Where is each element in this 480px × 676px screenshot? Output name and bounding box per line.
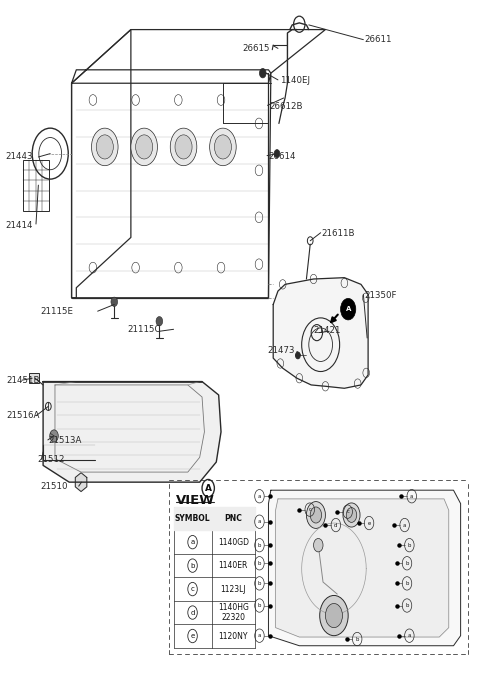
Text: a: a — [403, 523, 406, 527]
Polygon shape — [268, 490, 461, 646]
Circle shape — [210, 128, 236, 166]
Text: a: a — [410, 493, 413, 499]
Text: VIEW: VIEW — [176, 493, 215, 506]
Text: a: a — [258, 633, 261, 638]
Circle shape — [96, 135, 113, 159]
Circle shape — [306, 502, 325, 529]
Text: 26611: 26611 — [364, 35, 392, 44]
Polygon shape — [43, 381, 221, 482]
Circle shape — [296, 352, 300, 359]
Circle shape — [111, 297, 118, 306]
Text: e: e — [191, 633, 195, 639]
Circle shape — [341, 298, 356, 320]
Circle shape — [131, 128, 157, 166]
Text: c: c — [191, 586, 194, 592]
Text: b: b — [258, 581, 261, 586]
Text: 26612B: 26612B — [269, 101, 303, 111]
Circle shape — [310, 507, 322, 523]
Text: a: a — [258, 493, 261, 499]
Polygon shape — [75, 473, 87, 491]
Text: c: c — [346, 509, 349, 514]
Text: 22320: 22320 — [221, 613, 245, 623]
Text: b: b — [408, 543, 411, 548]
Text: c: c — [308, 507, 311, 512]
Text: 21115C: 21115C — [128, 324, 161, 334]
Text: 21115E: 21115E — [41, 308, 74, 316]
Text: b: b — [258, 603, 261, 608]
Circle shape — [343, 503, 360, 527]
Text: a: a — [408, 633, 411, 638]
Text: A: A — [346, 306, 351, 312]
Text: 21473: 21473 — [267, 346, 295, 356]
Text: A: A — [204, 484, 212, 493]
Text: b: b — [405, 561, 408, 566]
Text: 21421: 21421 — [313, 326, 341, 335]
Text: 21350F: 21350F — [364, 291, 397, 299]
Text: SYMBOL: SYMBOL — [175, 514, 210, 523]
Circle shape — [325, 604, 343, 627]
Text: 21414: 21414 — [5, 221, 33, 230]
Circle shape — [156, 316, 163, 326]
Text: 1120NY: 1120NY — [218, 631, 248, 641]
Text: 21512: 21512 — [37, 455, 64, 464]
Circle shape — [92, 128, 118, 166]
Text: 1140GD: 1140GD — [218, 537, 249, 547]
Circle shape — [313, 539, 323, 552]
Text: a: a — [258, 519, 261, 524]
Circle shape — [215, 135, 231, 159]
Text: 1140HG: 1140HG — [218, 603, 249, 612]
Circle shape — [175, 135, 192, 159]
Text: 21443: 21443 — [5, 153, 33, 162]
Text: b: b — [258, 543, 261, 548]
Polygon shape — [273, 278, 368, 388]
Text: 21451B: 21451B — [7, 377, 40, 385]
Text: 21611B: 21611B — [322, 229, 355, 238]
Circle shape — [50, 430, 58, 442]
Circle shape — [274, 149, 280, 158]
Text: b: b — [405, 581, 408, 586]
Text: 21510: 21510 — [41, 483, 68, 491]
Polygon shape — [174, 507, 255, 531]
Text: 26614: 26614 — [268, 152, 296, 161]
Circle shape — [346, 508, 357, 523]
Text: PNC: PNC — [225, 514, 242, 523]
Polygon shape — [276, 499, 449, 637]
Bar — [23, 160, 49, 211]
Text: b: b — [258, 561, 261, 566]
Circle shape — [320, 596, 348, 635]
Text: 21516A: 21516A — [7, 411, 40, 420]
Circle shape — [170, 128, 197, 166]
Text: 26615: 26615 — [242, 44, 270, 53]
Text: 1123LJ: 1123LJ — [220, 585, 246, 594]
Text: 1140EJ: 1140EJ — [280, 76, 311, 85]
Circle shape — [260, 68, 266, 78]
Text: 1140ER: 1140ER — [219, 561, 248, 570]
Text: a: a — [191, 539, 195, 545]
Text: b: b — [356, 637, 359, 642]
Text: 21513A: 21513A — [49, 436, 82, 445]
Circle shape — [136, 135, 153, 159]
Text: b: b — [191, 562, 195, 569]
Text: b: b — [405, 603, 408, 608]
Bar — [29, 373, 39, 383]
Text: d: d — [191, 610, 195, 616]
Text: e: e — [367, 521, 371, 525]
Text: d: d — [334, 523, 337, 527]
